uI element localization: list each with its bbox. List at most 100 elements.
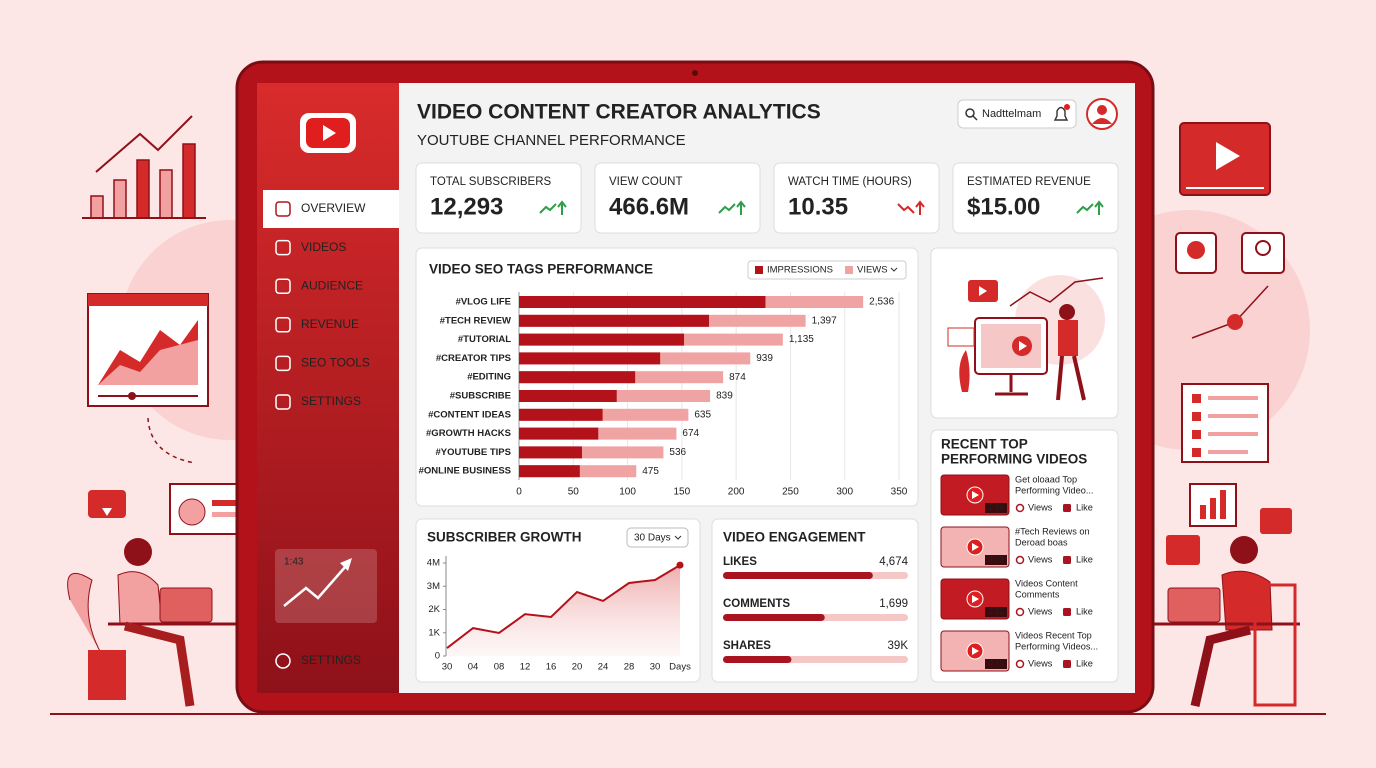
- page-title: VIDEO CONTENT CREATOR ANALYTICS: [417, 101, 821, 124]
- search-text[interactable]: Nadttelmam: [982, 108, 1041, 120]
- x-tick-label: 04: [468, 662, 479, 673]
- video-title[interactable]: #Tech Reviews on: [1015, 526, 1090, 536]
- x-tick-label: 250: [782, 487, 799, 498]
- category-label: #CONTENT IDEAS: [428, 409, 511, 420]
- thumb-play: [972, 595, 979, 603]
- bell[interactable]: [1053, 106, 1069, 121]
- like-label: Like: [1076, 554, 1093, 564]
- x-axis-label: Days: [669, 662, 691, 673]
- views-label: Views: [1028, 658, 1053, 668]
- bar-label: 939: [756, 353, 773, 364]
- kpi-label: WATCH TIME (HOURS): [788, 176, 912, 188]
- legend-label: IMPRESSIONS: [767, 265, 833, 276]
- range-selector[interactable]: [626, 527, 689, 548]
- kpi-value: 12,293: [430, 193, 503, 220]
- bar-label: 2,536: [869, 297, 894, 308]
- x-tick-label: 100: [619, 487, 636, 498]
- video-title[interactable]: Videos Recent Top: [1015, 630, 1092, 640]
- nav-item[interactable]: SETTINGS: [301, 394, 361, 408]
- recent-title: RECENT TOP: [941, 437, 1028, 452]
- video-title[interactable]: Performing Video...: [1015, 485, 1093, 495]
- sidebar-widget: [275, 549, 377, 623]
- bar: [519, 371, 636, 384]
- video-title[interactable]: Deroad boas: [1015, 537, 1068, 547]
- engagement-value: 1,699: [879, 598, 908, 610]
- y-tick-label: 0: [435, 651, 440, 662]
- progress-fill: [723, 572, 873, 579]
- range-selector-text[interactable]: 30 Days: [634, 533, 671, 544]
- search-box[interactable]: [957, 99, 1077, 129]
- engagement-label: COMMENTS: [723, 598, 790, 610]
- kpi-trend: [718, 203, 736, 214]
- duration-bg: [985, 555, 1007, 565]
- duration: 2:32: [988, 607, 1004, 616]
- nav-icon: [275, 201, 291, 217]
- nav-item[interactable]: SEO TOOLS: [301, 356, 370, 370]
- like-icon: [1063, 556, 1071, 564]
- kpi-label: ESTIMATED REVENUE: [967, 176, 1091, 188]
- category-label: #ONLINE BUSINESS: [419, 466, 511, 477]
- x-tick-label: 150: [674, 487, 691, 498]
- category-label: #TECH REVIEW: [440, 315, 511, 326]
- x-tick-label: 16: [546, 662, 557, 673]
- x-tick-label: 30: [442, 662, 453, 673]
- bar: [519, 427, 599, 440]
- views-icon: [1015, 607, 1025, 617]
- kpi-card: [415, 162, 582, 234]
- category-label: #CREATOR TIPS: [436, 353, 511, 364]
- page-subtitle: YOUTUBE CHANNEL PERFORMANCE: [417, 132, 686, 149]
- video-title[interactable]: Comments: [1015, 589, 1060, 599]
- nav-item[interactable]: REVENUE: [301, 317, 359, 331]
- category-label: #TUTORIAL: [458, 334, 511, 345]
- x-tick-label: 08: [494, 662, 505, 673]
- legend-label: VIEWS: [857, 265, 888, 276]
- like-label: Like: [1076, 606, 1093, 616]
- kpi-label: VIEW COUNT: [609, 176, 682, 188]
- video-title[interactable]: Get oloaad Top: [1015, 474, 1077, 484]
- views-icon: [1015, 503, 1025, 513]
- thumb-play: [972, 647, 979, 655]
- bar-label: 674: [682, 428, 699, 439]
- progress-fill: [723, 614, 825, 621]
- engagement-value: 4,674: [879, 556, 908, 568]
- like-label: Like: [1076, 502, 1093, 512]
- nav-item[interactable]: SETTINGS: [301, 653, 361, 667]
- nav-item[interactable]: OVERVIEW: [301, 201, 366, 215]
- legend-swatch: [755, 266, 763, 274]
- engagement-label: LIKES: [723, 556, 757, 568]
- illustration: [947, 275, 1105, 401]
- x-tick-label: 12: [520, 662, 531, 673]
- category-label: #EDITING: [467, 372, 511, 383]
- bar: [519, 390, 617, 402]
- views-label: Views: [1028, 554, 1053, 564]
- engagement-title: VIDEO ENGAGEMENT: [723, 530, 866, 545]
- nav-icon: [275, 278, 291, 294]
- kpi-trend: [915, 200, 925, 208]
- duration: 0:15: [988, 659, 1004, 668]
- video-title[interactable]: Videos Content: [1015, 578, 1078, 588]
- line-area: [447, 565, 680, 656]
- legend-box[interactable]: [747, 260, 907, 280]
- kpi-trend: [1076, 203, 1094, 214]
- bar-label: 536: [669, 447, 686, 458]
- kpi-value: 466.6M: [609, 193, 689, 220]
- video-title[interactable]: Performing Videos...: [1015, 641, 1098, 651]
- recent-title: PERFORMING VIDEOS: [941, 452, 1087, 467]
- x-tick-label: 50: [568, 487, 580, 498]
- nav-item[interactable]: VIDEOS: [301, 240, 346, 254]
- kpi-trend: [897, 203, 915, 214]
- nav-item[interactable]: AUDIENCE: [301, 278, 363, 292]
- engagement-label: SHARES: [723, 640, 771, 652]
- nav-icon: [275, 239, 291, 256]
- category-label: #VLOG LIFE: [456, 297, 511, 308]
- bar-label: 1,135: [789, 334, 814, 345]
- y-tick-label: 4M: [427, 558, 440, 569]
- x-tick-label: 28: [624, 662, 635, 673]
- kpi-card: [594, 162, 761, 234]
- duration: 3:23: [988, 555, 1004, 564]
- kpi-label: TOTAL SUBSCRIBERS: [430, 176, 552, 188]
- nav-icon: [275, 355, 291, 372]
- bar: [519, 333, 685, 346]
- views-icon: [1015, 659, 1025, 669]
- bar: [519, 296, 766, 308]
